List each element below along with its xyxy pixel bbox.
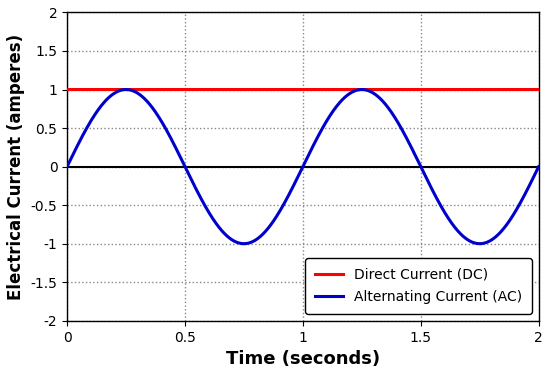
- Alternating Current (AC): [64, 164, 70, 169]
- Direct Current (DC): [521, 87, 528, 92]
- Alternating Current (AC): [522, 191, 529, 195]
- Alternating Current (AC): [281, 201, 288, 206]
- Alternating Current (AC): [88, 118, 95, 123]
- Alternating Current (AC): [436, 200, 442, 204]
- Legend: Direct Current (DC), Alternating Current (AC): Direct Current (DC), Alternating Current…: [305, 258, 532, 314]
- Line: Alternating Current (AC): Alternating Current (AC): [67, 90, 538, 244]
- Direct Current (DC): [522, 87, 529, 92]
- Y-axis label: Electrical Current (amperes): Electrical Current (amperes): [7, 33, 25, 300]
- Alternating Current (AC): [476, 242, 483, 246]
- Alternating Current (AC): [535, 164, 542, 169]
- Alternating Current (AC): [293, 177, 300, 182]
- X-axis label: Time (seconds): Time (seconds): [226, 350, 380, 368]
- Direct Current (DC): [535, 87, 542, 92]
- Direct Current (DC): [64, 87, 70, 92]
- Direct Current (DC): [88, 87, 95, 92]
- Direct Current (DC): [435, 87, 442, 92]
- Direct Current (DC): [280, 87, 287, 92]
- Direct Current (DC): [293, 87, 300, 92]
- Alternating Current (AC): [123, 87, 129, 92]
- Alternating Current (AC): [522, 191, 529, 196]
